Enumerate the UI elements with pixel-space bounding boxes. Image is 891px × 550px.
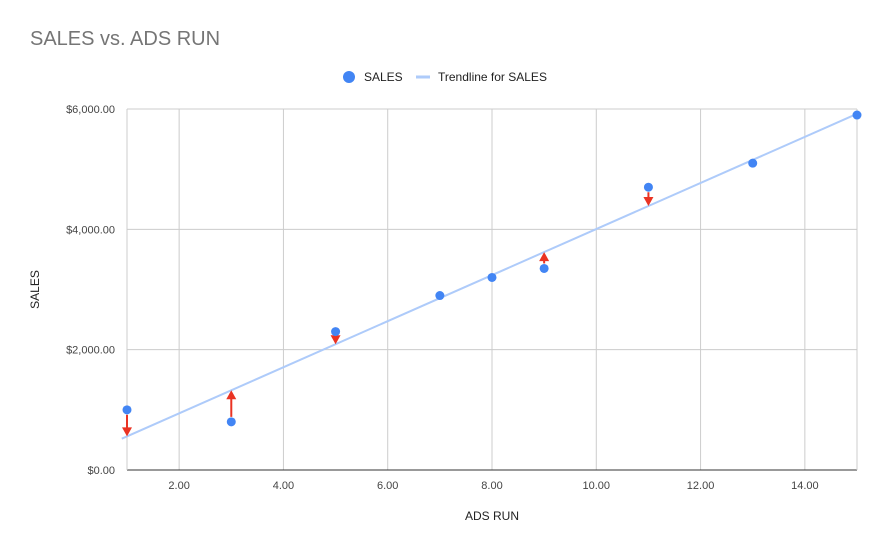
data-point [122, 405, 132, 415]
data-point [748, 158, 758, 168]
data-point [226, 417, 236, 427]
legend-label-trendline: Trendline for SALES [438, 70, 547, 84]
residual-arrow-head [226, 390, 237, 400]
residual-arrow-head [330, 335, 341, 345]
x-tick-label: 6.00 [377, 480, 398, 492]
y-tick-label: $2,000.00 [66, 345, 115, 357]
x-tick-label: 8.00 [481, 480, 502, 492]
y-tick-label: $4,000.00 [66, 224, 115, 236]
x-tick-label: 2.00 [168, 480, 189, 492]
axis-labels-layer: 2.00 4.00 6.00 8.00 10.00 12.00 14.00 $0.00 $2,0… [28, 104, 819, 523]
data-point [643, 182, 653, 192]
residual-arrows-layer [122, 192, 654, 437]
data-point [435, 291, 445, 301]
legend: SALES Trendline for SALES [343, 70, 547, 84]
data-point [487, 272, 497, 282]
residual-arrow [330, 335, 341, 345]
y-tick-label: $6,000.00 [66, 104, 115, 116]
legend-label-sales: SALES [364, 70, 403, 84]
legend-marker-sales [343, 71, 355, 83]
data-point [331, 327, 341, 337]
x-tick-label: 4.00 [273, 480, 294, 492]
y-axis-title: SALES [28, 270, 42, 309]
x-axis-title: ADS RUN [465, 509, 519, 523]
residual-arrow [539, 252, 550, 264]
chart-title: SALES vs. ADS RUN [30, 28, 221, 50]
data-point [852, 110, 862, 120]
x-tick-label: 14.00 [791, 480, 819, 492]
residual-arrow [226, 390, 237, 417]
residual-arrow-head [122, 427, 132, 437]
residual-arrow [643, 192, 654, 206]
residual-arrow-head [643, 196, 654, 206]
data-point [539, 263, 549, 273]
x-tick-label: 12.00 [687, 480, 715, 492]
residual-arrow-head [539, 252, 550, 262]
y-tick-label: $0.00 [87, 465, 115, 477]
residual-arrow [122, 414, 132, 437]
points-layer [122, 110, 862, 427]
x-tick-label: 10.00 [583, 480, 611, 492]
